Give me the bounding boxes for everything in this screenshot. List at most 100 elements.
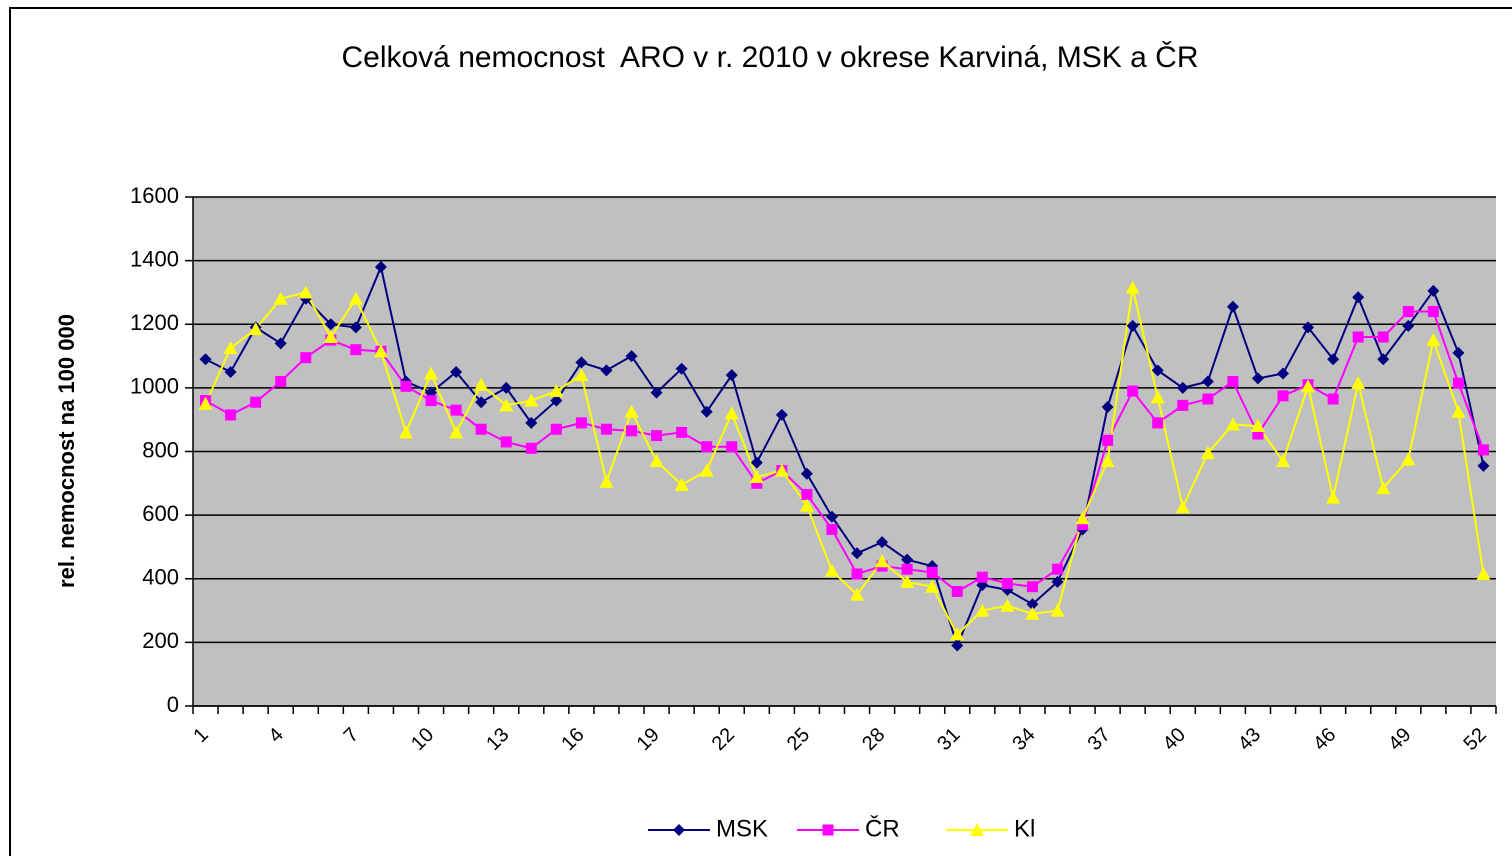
data-point xyxy=(749,469,764,483)
data-point xyxy=(1277,390,1289,402)
data-point xyxy=(599,474,614,488)
legend-label: MSK xyxy=(716,815,768,842)
data-point xyxy=(425,395,437,407)
data-point xyxy=(1426,333,1441,347)
y-axis-label: rel. nemocnost na 100 000 xyxy=(54,314,79,588)
data-point xyxy=(1051,563,1063,575)
data-point xyxy=(1026,581,1038,593)
series-line xyxy=(204,287,1485,637)
data-point xyxy=(300,352,312,364)
data-point xyxy=(374,260,387,273)
data-point xyxy=(1025,606,1040,620)
data-point xyxy=(675,362,688,375)
data-point xyxy=(824,563,839,577)
data-point xyxy=(649,454,664,468)
data-point xyxy=(500,381,513,394)
y-tick-label: 1200 xyxy=(130,310,179,335)
data-point xyxy=(324,318,337,331)
data-point xyxy=(750,456,763,469)
series-line xyxy=(205,310,1485,593)
chart-title: Celková nemocnost ARO v r. 2010 v okrese… xyxy=(341,41,1199,74)
data-point xyxy=(524,393,539,407)
data-point xyxy=(825,510,838,523)
data-point xyxy=(298,285,313,299)
data-point xyxy=(1050,603,1065,617)
data-point xyxy=(1402,306,1414,318)
data-point xyxy=(1177,399,1189,411)
data-point xyxy=(950,627,965,641)
data-point xyxy=(1451,404,1466,418)
data-point xyxy=(651,430,663,442)
data-point xyxy=(1126,319,1139,332)
data-point xyxy=(1301,379,1316,393)
data-point xyxy=(1452,377,1464,389)
data-point xyxy=(1100,454,1115,468)
legend-marker xyxy=(673,824,685,836)
data-point xyxy=(274,337,287,350)
data-point xyxy=(801,488,813,500)
y-tick-label: 1400 xyxy=(130,246,179,271)
data-point xyxy=(1452,346,1465,359)
data-point xyxy=(1001,578,1013,590)
data-point xyxy=(724,406,739,420)
data-point xyxy=(875,554,890,568)
data-point xyxy=(700,405,713,418)
data-point xyxy=(1227,376,1239,388)
data-point xyxy=(1101,400,1114,413)
data-point xyxy=(350,344,362,356)
data-point xyxy=(1252,428,1264,440)
data-point xyxy=(275,376,287,388)
data-point xyxy=(1226,300,1239,313)
data-point xyxy=(1351,376,1366,390)
y-tick-label: 1000 xyxy=(130,374,179,399)
data-point xyxy=(774,463,789,477)
data-point xyxy=(500,436,512,448)
data-point xyxy=(550,394,563,407)
data-point xyxy=(248,322,263,336)
data-point xyxy=(1352,331,1364,343)
data-point xyxy=(951,585,963,597)
data-point xyxy=(1477,459,1490,472)
y-tick-label: 1600 xyxy=(130,183,179,208)
data-point xyxy=(851,547,864,560)
data-point xyxy=(726,441,738,453)
data-point xyxy=(349,321,362,334)
data-point xyxy=(699,463,714,477)
data-point xyxy=(1000,598,1015,612)
data-point xyxy=(1276,454,1291,468)
data-point xyxy=(624,404,639,418)
data-point xyxy=(1327,393,1339,405)
data-point xyxy=(549,384,564,398)
data-point xyxy=(550,423,562,435)
data-point xyxy=(398,425,413,439)
data-point xyxy=(1125,280,1140,294)
data-point xyxy=(1127,385,1139,397)
data-point xyxy=(250,396,262,408)
legend-marker xyxy=(970,823,984,836)
data-point xyxy=(224,365,237,378)
data-point xyxy=(850,587,865,601)
data-point xyxy=(199,353,212,366)
data-point xyxy=(975,603,990,617)
data-point xyxy=(951,639,964,652)
data-point xyxy=(474,377,489,391)
data-point xyxy=(851,568,863,580)
data-point xyxy=(1402,319,1415,332)
data-point xyxy=(1225,417,1240,431)
data-point xyxy=(1352,291,1365,304)
data-point xyxy=(650,386,663,399)
data-point xyxy=(1277,367,1290,380)
data-point xyxy=(1152,417,1164,429)
data-point xyxy=(626,425,638,437)
data-point xyxy=(373,344,388,358)
data-point xyxy=(1427,306,1439,318)
data-point xyxy=(273,291,288,305)
data-point xyxy=(1201,375,1214,388)
data-point xyxy=(525,416,538,429)
data-point xyxy=(926,566,938,578)
data-point xyxy=(1026,598,1039,611)
data-point xyxy=(1401,452,1416,466)
data-point xyxy=(1476,566,1491,580)
